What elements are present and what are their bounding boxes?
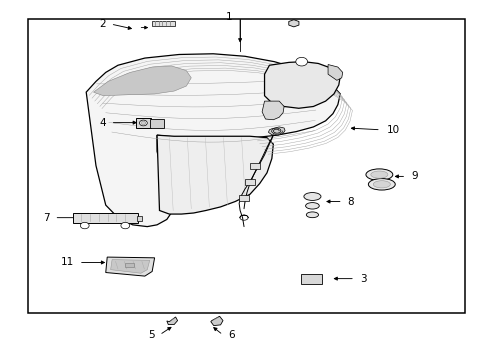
Text: 8: 8 [347,197,354,207]
Ellipse shape [306,212,318,218]
Text: 1: 1 [226,12,233,22]
Ellipse shape [304,193,321,201]
FancyBboxPatch shape [150,119,164,128]
Polygon shape [106,257,155,276]
Ellipse shape [373,181,391,188]
Circle shape [80,222,89,229]
Bar [250,163,260,168]
Circle shape [121,222,130,229]
Text: 9: 9 [411,171,418,181]
Text: 7: 7 [43,213,49,222]
Bar [239,195,249,201]
Circle shape [296,57,308,66]
Text: 2: 2 [99,19,106,29]
Polygon shape [111,260,150,273]
Polygon shape [167,317,177,324]
Polygon shape [94,66,191,96]
Polygon shape [157,135,273,214]
Text: 4: 4 [99,118,106,128]
Bar [27,19,465,313]
Bar [152,21,174,26]
Polygon shape [262,101,284,120]
Ellipse shape [306,203,319,209]
FancyBboxPatch shape [136,118,151,128]
Polygon shape [265,62,340,108]
Bar [137,216,143,221]
Circle shape [141,121,146,125]
Ellipse shape [366,169,393,180]
Polygon shape [269,127,285,135]
Circle shape [140,120,147,126]
Text: 3: 3 [360,274,367,284]
Bar [245,179,255,185]
Ellipse shape [368,179,395,190]
Polygon shape [211,316,223,325]
Text: 10: 10 [387,125,400,135]
Polygon shape [289,20,299,27]
Polygon shape [328,64,343,80]
Text: 6: 6 [228,330,235,340]
Text: 5: 5 [148,330,155,340]
FancyBboxPatch shape [301,274,322,284]
Bar [125,263,134,267]
FancyBboxPatch shape [73,213,139,223]
Ellipse shape [371,171,388,178]
Text: 11: 11 [61,257,74,267]
Polygon shape [86,54,340,226]
